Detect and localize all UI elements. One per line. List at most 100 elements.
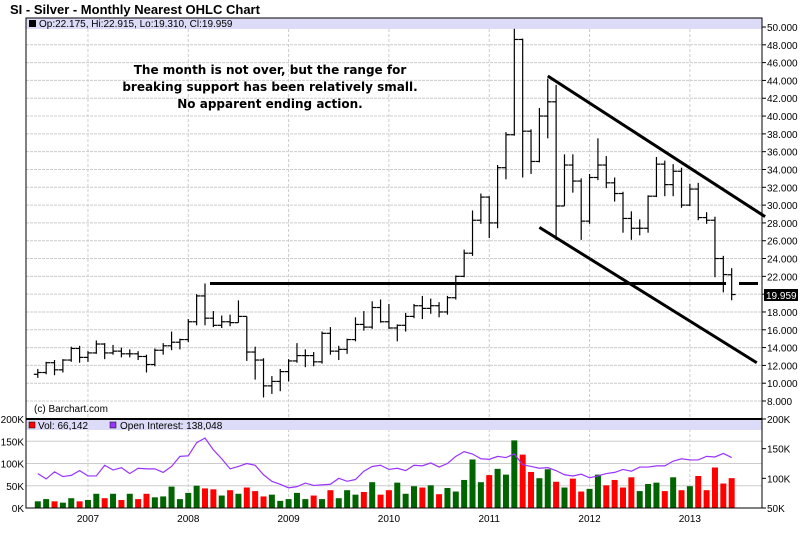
- volume-bar: [419, 487, 426, 508]
- volume-axes: 0K 50K 100K 150K 200K 50K 100K 150K 200K: [1, 415, 791, 515]
- volume-bar: [645, 483, 652, 508]
- volume-bar: [227, 490, 234, 508]
- ohlc-bar: [58, 359, 67, 373]
- ohlc-bar: [527, 129, 536, 174]
- volume-bar: [327, 490, 334, 508]
- volume-bar: [143, 493, 150, 508]
- ohlc-bar: [351, 317, 360, 342]
- volume-bar: [594, 474, 601, 508]
- volume-bar: [486, 475, 493, 508]
- oi-axis-label: 100K: [767, 474, 791, 485]
- y-tick-label: 24.000: [767, 255, 798, 266]
- volume-bar: [444, 487, 451, 508]
- y-tick-label: 12.000: [767, 361, 798, 372]
- oi-axis-label: 200K: [767, 415, 791, 426]
- volume-bar: [628, 477, 635, 508]
- ohlc-bar: [42, 361, 51, 375]
- volume-bar: [293, 492, 300, 508]
- ohlc-bar: [301, 349, 310, 368]
- y-tick-label: 50.000: [767, 23, 798, 34]
- ohlc-bar: [710, 216, 719, 278]
- volume-bar: [76, 501, 83, 508]
- volume-bar: [586, 488, 593, 508]
- volume-bar: [427, 485, 434, 508]
- vol-axis-label: 150K: [1, 437, 25, 448]
- volume-legend: Vol: 66,142: [38, 421, 88, 432]
- last-price-box: [764, 289, 798, 301]
- ohlc-bar: [585, 173, 594, 224]
- volume-bar: [678, 490, 685, 508]
- ohlc-bar: [685, 183, 694, 206]
- oi-swatch: [109, 421, 117, 429]
- ohlc-bar: [284, 359, 293, 382]
- volume-bar: [686, 486, 693, 508]
- volume-bar: [210, 489, 217, 508]
- ohlc-bar: [292, 343, 301, 363]
- volume-bar: [118, 499, 125, 508]
- y-tick-label: 8.000: [767, 397, 792, 408]
- ohlc-bar: [175, 338, 184, 350]
- y-tick-label: 36.000: [767, 148, 798, 159]
- ohlc-bar: [610, 177, 619, 202]
- volume-bar: [160, 496, 167, 508]
- annotation-line-2: breaking support has been relatively sma…: [122, 80, 417, 94]
- ohlc-bar: [535, 108, 544, 163]
- annotation-line-3: No apparent ending action.: [177, 97, 362, 111]
- volume-bar: [135, 499, 142, 508]
- y-tick-label: 38.000: [767, 130, 798, 141]
- ohlc-bar: [485, 196, 494, 239]
- legend-swatch: [29, 20, 36, 27]
- upper-channel-line: [546, 74, 766, 218]
- ohlc-bar: [75, 345, 84, 363]
- ohlc-bar: [226, 314, 235, 327]
- ohlc-bar: [518, 38, 527, 178]
- volume-bar: [670, 477, 677, 508]
- volume-bar: [260, 496, 267, 508]
- y-tick-label: 48.000: [767, 41, 798, 52]
- volume-bar: [477, 482, 484, 508]
- volume-bar: [185, 492, 192, 508]
- oi-axis-label: 50K: [767, 504, 785, 515]
- ohlc-bar: [125, 349, 134, 358]
- ohlc-bar: [460, 249, 469, 278]
- volume-bar: [561, 487, 568, 508]
- volume-bar: [720, 483, 727, 508]
- volume-bar: [34, 501, 41, 508]
- vol-swatch: [28, 421, 36, 429]
- volume-bar: [611, 479, 618, 508]
- ohlc-bar: [593, 138, 602, 181]
- x-tick-label: 2010: [378, 514, 401, 525]
- vol-axis-label: 100K: [1, 460, 25, 471]
- volume-bar: [553, 481, 560, 508]
- volume-bar: [502, 474, 509, 508]
- volume-bar: [703, 490, 710, 508]
- last-price-label: 19.959: [766, 291, 797, 302]
- volume-bar: [59, 502, 66, 508]
- ohlc-bar: [234, 300, 243, 324]
- ohlc-bar: [217, 315, 226, 328]
- ohlc-bar: [384, 303, 393, 329]
- x-tick-label: 2008: [177, 514, 200, 525]
- y-tick-label: 30.000: [767, 201, 798, 212]
- ohlc-bar: [543, 78, 552, 139]
- volume-bar: [335, 498, 342, 508]
- ohlc-bar: [443, 295, 452, 315]
- ohlc-bar: [267, 376, 276, 394]
- ohlc-bar: [426, 298, 435, 314]
- y-tick-label: 32.000: [767, 183, 798, 194]
- vol-axis-label: 50K: [6, 482, 24, 493]
- volume-bar: [268, 494, 275, 508]
- lower-channel-line: [538, 226, 758, 364]
- volume-bar: [544, 469, 551, 508]
- ohlc-bar: [376, 299, 385, 323]
- volume-bar: [310, 495, 317, 508]
- ohlc-bar: [142, 354, 151, 373]
- volume-bar: [436, 494, 443, 508]
- ohlc-bar: [259, 358, 268, 398]
- x-tick-label: 2007: [77, 514, 100, 525]
- ohlc-bar: [343, 338, 352, 354]
- ohlc-bar: [568, 154, 577, 193]
- ohlc-bar: [451, 275, 460, 300]
- ohlc-bar: [201, 283, 209, 326]
- volume-bar: [302, 499, 309, 508]
